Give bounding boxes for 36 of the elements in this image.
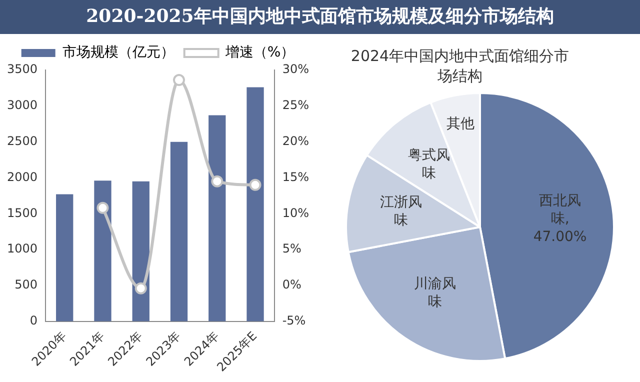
y2-tick-label: -5% — [282, 314, 306, 328]
text: 2020-2025年中国内地中式面馆市场规模及细分市场结构 — [0, 0, 640, 34]
slice-label: 西北风味, 47.00% — [533, 193, 587, 246]
slice-label: 粤式风味 — [408, 148, 450, 182]
y2-tick-label: 25% — [282, 98, 309, 112]
point — [173, 74, 185, 86]
slice-label: 川渝风味 — [414, 276, 456, 310]
bar — [94, 180, 112, 322]
y-tick-label: 1000 — [6, 242, 38, 256]
y-tick-label: 500 — [14, 278, 38, 292]
bar — [246, 87, 264, 322]
y-tick-label: 3000 — [6, 98, 38, 112]
y2-tick-label: 20% — [282, 134, 309, 148]
point — [134, 282, 147, 294]
legend-label: 市场规模（亿元） — [62, 44, 174, 61]
y-tick-label: 2000 — [6, 170, 38, 184]
point — [211, 175, 224, 188]
slice-label: 其他 — [446, 116, 474, 132]
y2-tick-label: 5% — [282, 242, 302, 256]
point — [249, 178, 262, 191]
y2-tick-label: 10% — [282, 206, 309, 220]
y2-tick-label: 15% — [282, 170, 309, 184]
slice-label: 江浙风味 — [380, 194, 422, 229]
y2-tick-label: 0% — [282, 278, 302, 292]
bar — [132, 181, 150, 322]
bar — [170, 142, 188, 322]
chart-title: 2024年中国内地中式面馆细分市场结构 — [350, 46, 570, 86]
bar — [208, 115, 226, 322]
y2-tick-label: 30% — [282, 62, 309, 76]
y-tick-label: 2500 — [6, 134, 38, 148]
y-tick-label: 0 — [30, 314, 38, 328]
point — [96, 202, 109, 214]
y-tick-label: 1500 — [6, 206, 38, 220]
bar — [56, 194, 74, 322]
y-tick-label: 3500 — [6, 62, 38, 76]
legend-label: 增速（%） — [224, 44, 295, 61]
